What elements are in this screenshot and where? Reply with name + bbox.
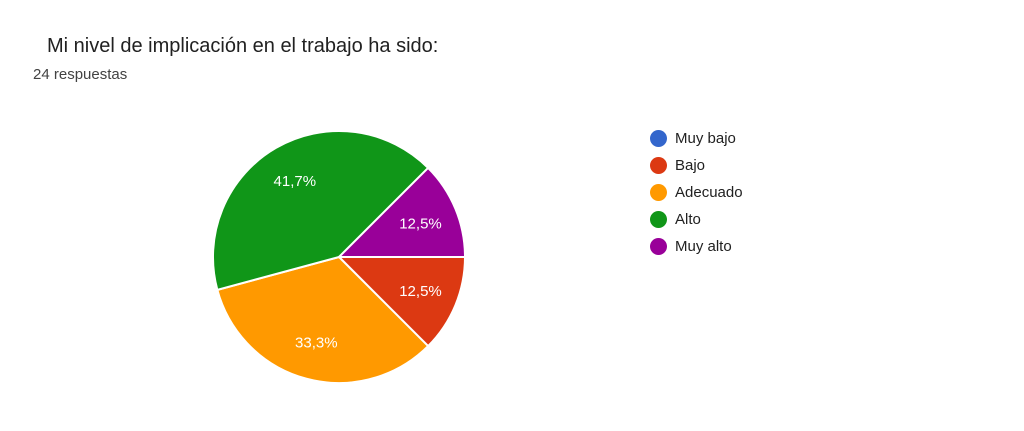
responses-count: 24 respuestas bbox=[33, 66, 128, 83]
legend-item-label: Muy bajo bbox=[675, 130, 736, 147]
question-title: Mi nivel de implicación en el trabajo ha… bbox=[47, 35, 439, 57]
legend-color-dot bbox=[650, 130, 667, 147]
pie-slice-label: 12,5% bbox=[399, 283, 442, 300]
legend-item-bajo: Bajo bbox=[650, 152, 743, 179]
pie-chart[interactable]: 12,5% 33,3% 41,7% 12,5% bbox=[204, 122, 474, 392]
pie-slice-bajo[interactable] bbox=[338, 256, 466, 348]
legend-color-dot bbox=[650, 238, 667, 255]
pie-slice-label: 12,5% bbox=[399, 215, 442, 232]
legend-item-label: Bajo bbox=[675, 157, 706, 174]
pie-slice-alto[interactable] bbox=[212, 129, 430, 291]
pie-slice-adecuado[interactable] bbox=[216, 256, 430, 385]
pie-slice-muy-alto[interactable] bbox=[338, 166, 466, 258]
legend-item-alto: Alto bbox=[650, 206, 743, 233]
legend-color-dot bbox=[650, 184, 667, 201]
pie-slice-label: 41,7% bbox=[274, 173, 317, 190]
legend-color-dot bbox=[650, 211, 667, 228]
legend-item-label: Adecuado bbox=[675, 184, 743, 201]
legend-item-adecuado: Adecuado bbox=[650, 179, 743, 206]
chart-legend: Muy bajo Bajo Adecuado Alto Muy alto bbox=[650, 125, 743, 260]
pie-slice-label: 33,3% bbox=[295, 334, 338, 351]
legend-item-muy-alto: Muy alto bbox=[650, 233, 743, 260]
legend-item-label: Alto bbox=[675, 211, 701, 228]
legend-color-dot bbox=[650, 157, 667, 174]
legend-item-muy-bajo: Muy bajo bbox=[650, 125, 743, 152]
legend-item-label: Muy alto bbox=[675, 238, 732, 255]
